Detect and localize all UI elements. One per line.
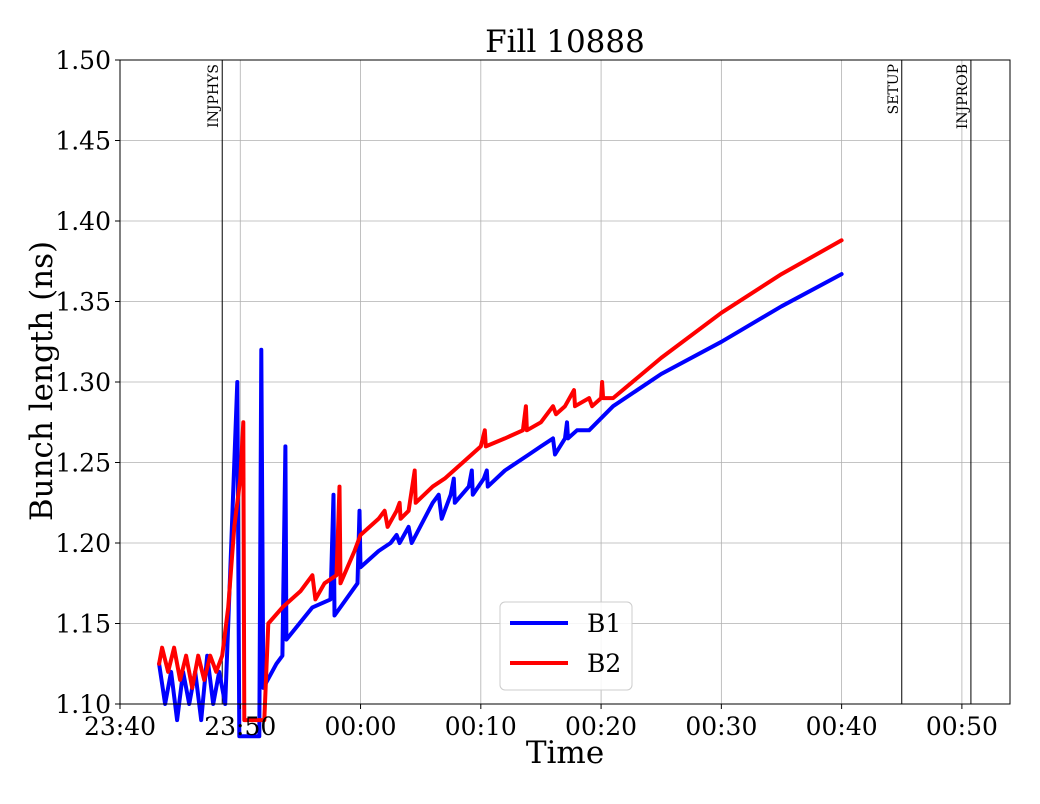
x-tick-label: 00:30	[685, 712, 757, 741]
y-tick-label: 1.10	[55, 690, 111, 719]
x-tick-label: 00:10	[445, 712, 517, 741]
chart-title: Fill 10888	[485, 24, 645, 60]
y-tick-label: 1.20	[55, 529, 111, 558]
series-line-b2	[157, 238, 844, 723]
x-tick-label: 23:50	[204, 712, 276, 741]
y-tick-label: 1.45	[55, 127, 111, 156]
y-tick-label: 1.40	[55, 207, 111, 236]
series-lines	[157, 238, 844, 739]
y-tick-label: 1.25	[55, 449, 111, 478]
y-tick-label: 1.30	[55, 368, 111, 397]
legend-label: B1	[587, 609, 621, 638]
y-tick-label: 1.15	[55, 610, 111, 639]
x-axis-label: Time	[526, 735, 604, 771]
event-markers: INJPHYS SETUP INJPROB	[206, 60, 972, 704]
legend-label: B2	[587, 649, 621, 678]
y-axis-label: Bunch length (ns)	[24, 241, 60, 521]
x-tick-label: 00:50	[926, 712, 998, 741]
x-tick-label: 00:20	[565, 712, 637, 741]
series-line-b1	[157, 272, 844, 739]
y-tick-label: 1.50	[55, 46, 111, 75]
event-marker-label: SETUP	[886, 64, 902, 114]
x-tick-label: 00:40	[806, 712, 878, 741]
x-axis-ticks: 23:40 23:50 00:00 00:10 00:20 00:30 00:40 00:50	[84, 704, 998, 741]
x-tick-label: 00:00	[325, 712, 397, 741]
event-marker-label: INJPHYS	[206, 64, 222, 128]
event-marker-label: INJPROB	[955, 64, 971, 129]
x-tick-label: 23:40	[84, 712, 156, 741]
y-axis-ticks: 1.10 1.15 1.20 1.25 1.30 1.35 1.40 1.45 1.50	[55, 46, 120, 719]
y-tick-label: 1.35	[55, 288, 111, 317]
